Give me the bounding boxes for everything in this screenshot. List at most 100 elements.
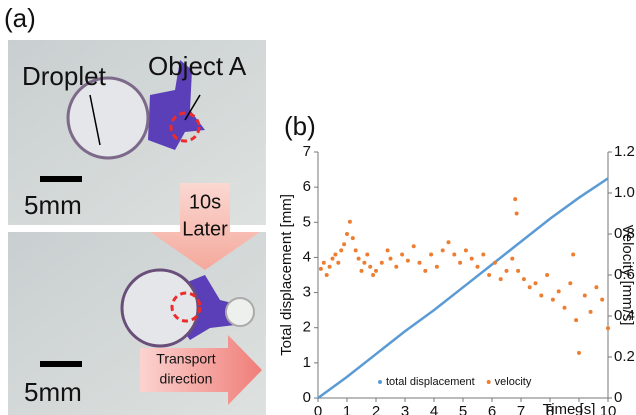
point <box>514 211 519 216</box>
point <box>533 281 538 286</box>
x-axis-title: Time [s] <box>543 401 596 415</box>
point <box>379 260 384 265</box>
object-marker <box>170 291 202 323</box>
pointer <box>184 94 201 121</box>
point <box>318 266 323 271</box>
point <box>347 219 352 224</box>
point <box>374 268 378 273</box>
point <box>400 252 405 257</box>
x-tick-label: 4 <box>430 403 438 415</box>
arrow-label: Later <box>182 218 228 240</box>
point <box>571 252 576 257</box>
y-tick-label: 6 <box>303 178 311 195</box>
point <box>556 289 561 294</box>
point <box>582 293 587 298</box>
point <box>481 252 486 257</box>
panel-label: (b) <box>284 111 316 141</box>
x-tick-label: 9 <box>575 403 583 415</box>
x-tick-label: 7 <box>517 403 525 415</box>
point <box>588 309 593 314</box>
x-tick-label: 8 <box>546 403 554 415</box>
point <box>339 248 344 253</box>
point <box>594 285 599 290</box>
x-tick-label: 5 <box>459 403 467 415</box>
point <box>521 277 526 282</box>
point <box>365 252 370 257</box>
point <box>371 273 376 277</box>
point <box>411 244 416 249</box>
point <box>345 232 349 236</box>
point <box>356 256 361 261</box>
point <box>336 260 341 265</box>
scale-label: 5mm <box>24 190 82 220</box>
point <box>475 264 480 269</box>
panel-label: (a) <box>4 3 36 33</box>
object-marker <box>169 111 201 143</box>
point <box>498 277 503 282</box>
point <box>574 318 579 323</box>
y2-tick-label: 0.4 <box>614 307 635 324</box>
y-axis-title: Total displacement [mm] <box>278 194 295 356</box>
y-tick-label: 2 <box>303 319 311 336</box>
point <box>492 260 497 265</box>
arrow-label: direction <box>160 371 213 387</box>
point <box>330 256 335 261</box>
point <box>510 256 515 261</box>
point <box>600 297 605 302</box>
point <box>385 248 390 253</box>
point <box>429 252 434 257</box>
x-tick-label: 3 <box>401 403 409 415</box>
y2-tick-label: 0.2 <box>614 348 635 365</box>
point <box>463 248 468 253</box>
point <box>388 256 393 261</box>
legend-marker <box>486 380 491 384</box>
droplet <box>120 268 200 348</box>
point <box>321 260 326 265</box>
y2-tick-label: 1.0 <box>614 184 635 201</box>
point <box>342 242 347 247</box>
point <box>324 273 329 277</box>
y-tick-label: 3 <box>303 284 311 301</box>
point <box>539 293 544 298</box>
point <box>504 268 509 273</box>
plot-frame <box>317 152 609 399</box>
line <box>317 177 609 400</box>
arrow-label: Transport <box>156 351 216 367</box>
x-tick-label: 1 <box>343 403 351 415</box>
point <box>362 260 367 265</box>
point <box>423 268 428 273</box>
point <box>353 248 358 253</box>
point <box>333 252 338 257</box>
label: Object A <box>148 51 247 81</box>
x-tick-label: 2 <box>372 403 380 415</box>
scale-bar <box>40 361 82 367</box>
point <box>458 260 463 265</box>
point <box>434 264 439 269</box>
transport-arrow <box>140 335 262 405</box>
point <box>527 285 532 290</box>
y2-tick-label: 1.2 <box>614 143 635 160</box>
purple-object <box>148 60 205 150</box>
down-arrow <box>150 183 260 270</box>
point <box>562 305 567 310</box>
object <box>225 297 255 327</box>
y2-tick-label: 0.8 <box>614 225 635 242</box>
y-tick-label: 7 <box>303 143 311 160</box>
pointer <box>89 94 101 146</box>
y-tick-label: 5 <box>303 213 311 230</box>
point <box>394 264 399 269</box>
y2-tick-label: 0.6 <box>614 266 635 283</box>
y-tick-label: 1 <box>303 354 311 371</box>
y-tick-label: 4 <box>303 248 311 265</box>
arrow-label: 10s <box>189 191 221 213</box>
scale-label: 5mm <box>24 377 82 407</box>
point <box>577 350 581 355</box>
y-tick-label: 0 <box>303 389 311 406</box>
y2-tick-label: 0 <box>614 389 622 406</box>
point <box>545 273 550 277</box>
droplet <box>66 76 150 160</box>
x-tick-label: 10 <box>600 403 617 415</box>
point <box>568 281 573 286</box>
y2-axis-title: Velocity [mm/s] <box>619 225 636 326</box>
